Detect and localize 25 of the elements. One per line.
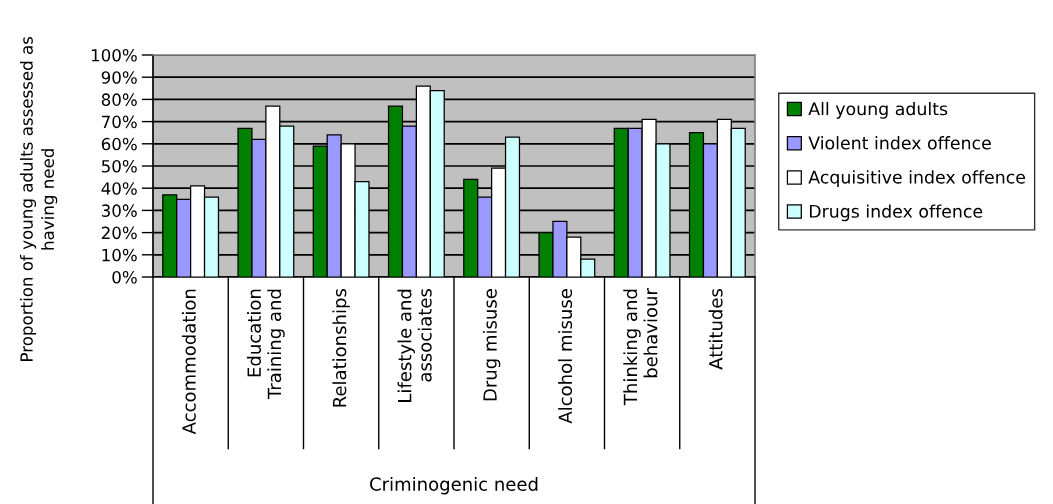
x-tick-label: Relationships (332, 288, 350, 407)
y-tick-label: 0% (112, 270, 137, 284)
x-tick-label: Accommodation (181, 289, 196, 435)
y-tick-label: 20% (101, 226, 137, 240)
x-tick-label: Attitudes (708, 288, 723, 370)
legend-label: Violent index offence (808, 136, 991, 150)
y-tick-label: 90% (101, 71, 137, 84)
legend-label: Acquisitive index offence (808, 170, 1026, 188)
x-tick-label: Education Training and (247, 289, 285, 400)
y-tick-label: 50% (101, 159, 137, 173)
y-tick-label: 10% (102, 248, 137, 262)
legend-label: All young adults (808, 101, 948, 119)
legend-label: Drugs index offence (809, 204, 983, 222)
x-axis-title: Criminogenic need (370, 476, 538, 495)
y-tick-label: 100% (91, 48, 137, 62)
x-tick-label: Alcohol misuse (558, 289, 573, 424)
x-tick-label: Drug misuse (482, 289, 501, 401)
y-tick-label: 80% (101, 93, 137, 106)
y-axis-title: Proportion of young adults assessed as having need (19, 36, 58, 361)
x-tick-label: Lifestyle and associates (397, 288, 432, 402)
y-tick-label: 60% (101, 137, 137, 151)
y-tick-label: 70% (102, 115, 137, 129)
y-tick-label: 30% (101, 204, 137, 217)
x-tick-label: Thinking and behaviour (623, 288, 658, 406)
y-tick-label: 40% (101, 182, 137, 195)
